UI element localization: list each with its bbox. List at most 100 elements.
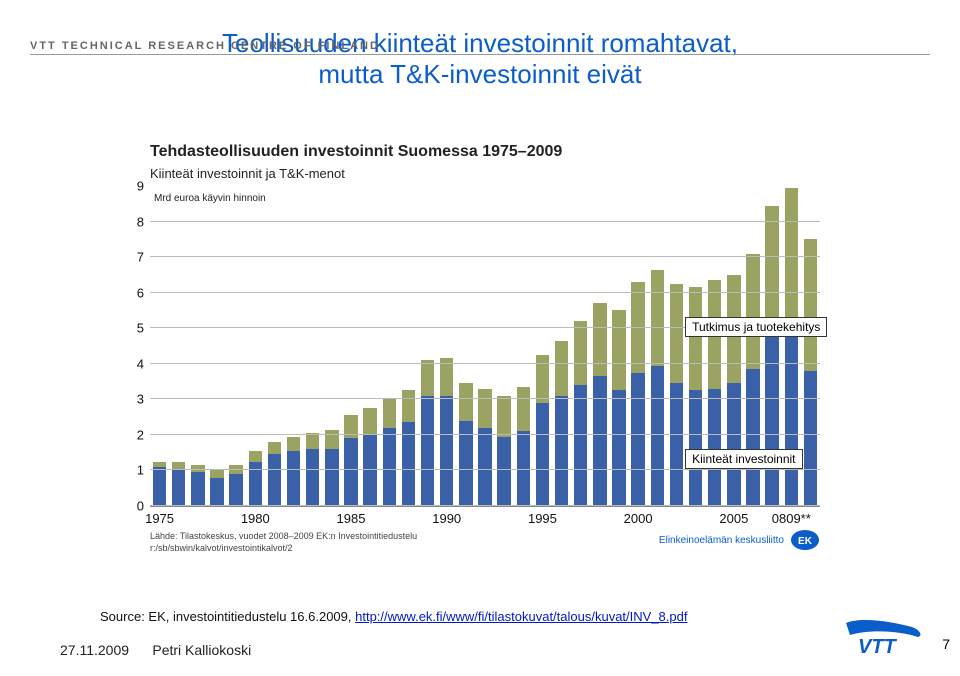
y-tick-label: 8 [130, 214, 150, 229]
header-bar: VTT TECHNICAL RESEARCH CENTRE OF FINLAND [30, 36, 930, 55]
bar-kiinteat [631, 373, 644, 506]
bar-group [440, 186, 453, 506]
bar-tk [306, 433, 319, 449]
source-line: Source: EK, investointitiedustelu 16.6.2… [100, 609, 687, 624]
bar-group [191, 186, 204, 506]
gridline [150, 363, 820, 364]
y-tick-label: 2 [130, 427, 150, 442]
gridline [150, 292, 820, 293]
bar-tk [363, 408, 376, 435]
gridline [150, 505, 820, 506]
bar-group [631, 186, 644, 506]
bar-kiinteat [325, 449, 338, 506]
bar-group [574, 186, 587, 506]
bar-kiinteat [670, 383, 683, 506]
bar-kiinteat [402, 422, 415, 506]
bar-group [459, 186, 472, 506]
bar-group [497, 186, 510, 506]
source-link[interactable]: http://www.ek.fi/www/fi/tilastokuvat/tal… [355, 609, 687, 624]
source-prefix: Source: EK, investointitiedustelu 16.6.2… [100, 609, 355, 624]
bar-tk [153, 462, 166, 467]
bar-kiinteat [306, 449, 319, 506]
bar-group [344, 186, 357, 506]
gridline [150, 221, 820, 222]
bar-kiinteat [229, 474, 242, 506]
x-axis: 19751980198519901995200020050809** [150, 507, 820, 525]
bar-kiinteat [746, 369, 759, 506]
bar-group [670, 186, 683, 506]
bar-tk [593, 303, 606, 376]
bar-tk [785, 188, 798, 321]
gridline [150, 469, 820, 470]
svg-text:VTT: VTT [858, 636, 898, 658]
x-tick-label: 1975 [145, 511, 174, 526]
bar-group [268, 186, 281, 506]
bar-tk [555, 341, 568, 396]
bar-kiinteat [383, 428, 396, 506]
bar-group [478, 186, 491, 506]
bar-kiinteat [804, 371, 817, 506]
bar-tk [478, 389, 491, 428]
x-tick-label: 1980 [241, 511, 270, 526]
bar-kiinteat [536, 403, 549, 506]
bar-group [421, 186, 434, 506]
y-tick-label: 4 [130, 356, 150, 371]
bar-group [363, 186, 376, 506]
gridline [150, 434, 820, 435]
footer: 27.11.2009 Petri Kalliokoski [60, 642, 900, 658]
y-tick-label: 3 [130, 392, 150, 407]
bar-tk [325, 430, 338, 450]
bar-group [287, 186, 300, 506]
bar-kiinteat [268, 454, 281, 506]
bar-group [172, 186, 185, 506]
bar-tk [459, 383, 472, 420]
y-tick-label: 1 [130, 463, 150, 478]
legend-box-kiinteat: Kiinteät investoinnit [685, 449, 802, 469]
y-tick-label: 6 [130, 285, 150, 300]
bar-tk [804, 239, 817, 371]
plot-area: Mrd euroa käyvin hinnoin 0123456789Tutki… [150, 187, 820, 507]
bar-tk [344, 415, 357, 438]
x-tick-label: 2000 [624, 511, 653, 526]
bar-group [249, 186, 262, 506]
bar-tk [612, 310, 625, 390]
bar-kiinteat [440, 396, 453, 506]
bar-group [651, 186, 664, 506]
y-tick-label: 9 [130, 179, 150, 194]
bar-tk [651, 270, 664, 366]
x-tick-label: 2005 [719, 511, 748, 526]
bar-kiinteat [153, 467, 166, 506]
bar-group [383, 186, 396, 506]
bar-tk [249, 451, 262, 462]
bar-kiinteat [249, 462, 262, 506]
bar-kiinteat [555, 396, 568, 506]
bar-kiinteat [785, 321, 798, 506]
title-line-2: mutta T&K-investoinnit eivät [0, 59, 960, 90]
bar-kiinteat [727, 383, 740, 506]
y-tick-label: 7 [130, 250, 150, 265]
bar-tk [268, 442, 281, 454]
bar-kiinteat [421, 396, 434, 506]
bar-kiinteat [478, 428, 491, 506]
bar-tk [574, 321, 587, 385]
org-name: VTT TECHNICAL RESEARCH CENTRE OF FINLAND [30, 40, 930, 55]
page-number: 7 [942, 636, 950, 652]
x-tick-label: 0809** [772, 511, 811, 526]
gridline [150, 256, 820, 257]
bar-tk [421, 360, 434, 396]
bar-kiinteat [344, 438, 357, 506]
bar-kiinteat [497, 437, 510, 506]
bar-kiinteat [765, 330, 778, 506]
chart-source-row: Lähde: Tilastokeskus, vuodet 2008–2009 E… [150, 531, 820, 554]
bar-group [555, 186, 568, 506]
footer-author: Petri Kalliokoski [152, 642, 251, 658]
bar-group [612, 186, 625, 506]
y-tick-label: 5 [130, 321, 150, 336]
bar-group [229, 186, 242, 506]
bar-kiinteat [574, 385, 587, 506]
svg-text:EK: EK [798, 536, 813, 547]
bar-tk [670, 284, 683, 384]
ek-text: Elinkeinoelämän keskusliitto [659, 535, 784, 546]
bar-tk [765, 206, 778, 330]
chart-subtitle: Kiinteät investoinnit ja T&K-menot [150, 166, 820, 181]
